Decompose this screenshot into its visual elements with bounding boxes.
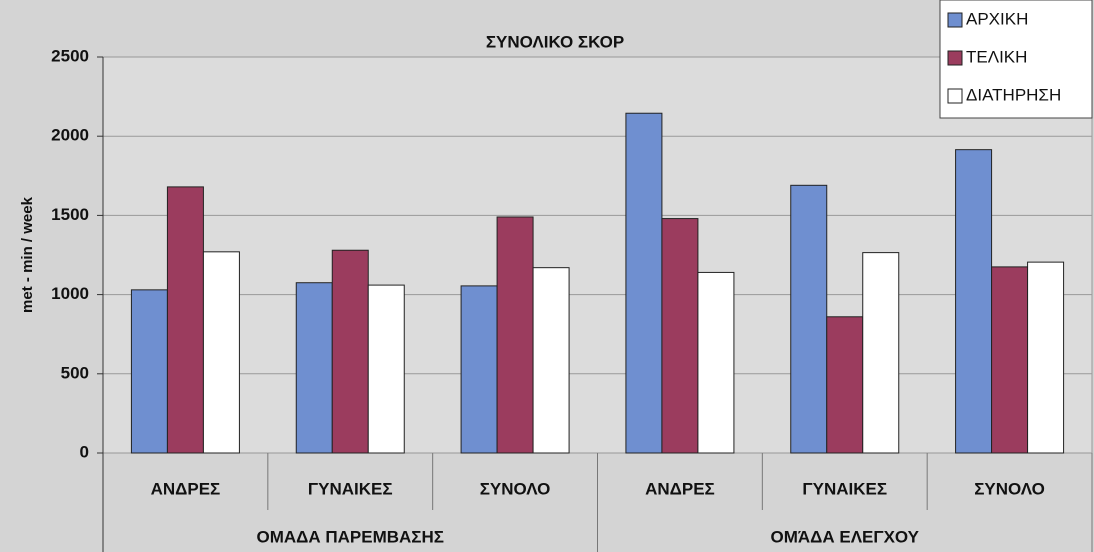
bar xyxy=(460,285,498,454)
chart-title: ΣΥΝΟΛΙΚΟ ΣΚΟΡ xyxy=(486,32,624,51)
bar xyxy=(367,284,405,454)
y-tick-label: 2500 xyxy=(51,46,89,65)
bar xyxy=(697,271,735,454)
legend-swatch xyxy=(947,50,963,66)
legend-label: ΑΡΧΙΚΗ xyxy=(966,9,1028,28)
y-tick-label: 2000 xyxy=(51,126,89,145)
legend-swatch xyxy=(947,12,963,28)
x-tick-label: ΑΝΔΡΕΣ xyxy=(151,479,221,498)
bar xyxy=(202,251,240,454)
bar xyxy=(1027,261,1065,454)
y-tick-label: 1000 xyxy=(51,284,89,303)
x-tick-label: ΑΝΔΡΕΣ xyxy=(645,479,715,498)
bar xyxy=(130,289,168,454)
x-tick-label: ΣΥΝΟΛΟ xyxy=(974,479,1045,498)
bar xyxy=(991,266,1029,454)
y-tick-label: 0 xyxy=(80,442,89,461)
legend-label: ΔΙΑΤΗΡΗΣΗ xyxy=(966,85,1061,104)
legend-box xyxy=(939,0,1093,119)
bar xyxy=(790,184,828,454)
bar xyxy=(295,282,333,454)
y-tick-label: 500 xyxy=(61,363,89,382)
bar xyxy=(661,218,699,454)
x-tick-label: ΣΥΝΟΛΟ xyxy=(480,479,551,498)
legend-swatch xyxy=(947,88,963,104)
plot-area xyxy=(102,56,1093,454)
bar xyxy=(625,112,663,454)
x-tick-label: ΓΥΝΑΙΚΕΣ xyxy=(308,479,393,498)
group-label: ΟΜΆΔΑ ΕΛΕΓΧΟΥ xyxy=(770,527,919,546)
bar xyxy=(826,316,864,454)
legend-label: ΤΕΛΙΚΗ xyxy=(966,47,1027,66)
bar xyxy=(955,149,993,454)
y-tick-label: 1500 xyxy=(51,205,89,224)
group-label: ΟΜΑΔΑ ΠΑΡΕΜΒΑΣΗΣ xyxy=(256,527,444,546)
x-tick-label: ΓΥΝΑΙΚΕΣ xyxy=(802,479,887,498)
bar xyxy=(496,216,534,454)
bar xyxy=(862,252,900,454)
bar xyxy=(532,267,570,454)
bar xyxy=(166,186,204,454)
y-axis-label: met - min / week xyxy=(19,196,36,313)
bar xyxy=(331,249,369,454)
